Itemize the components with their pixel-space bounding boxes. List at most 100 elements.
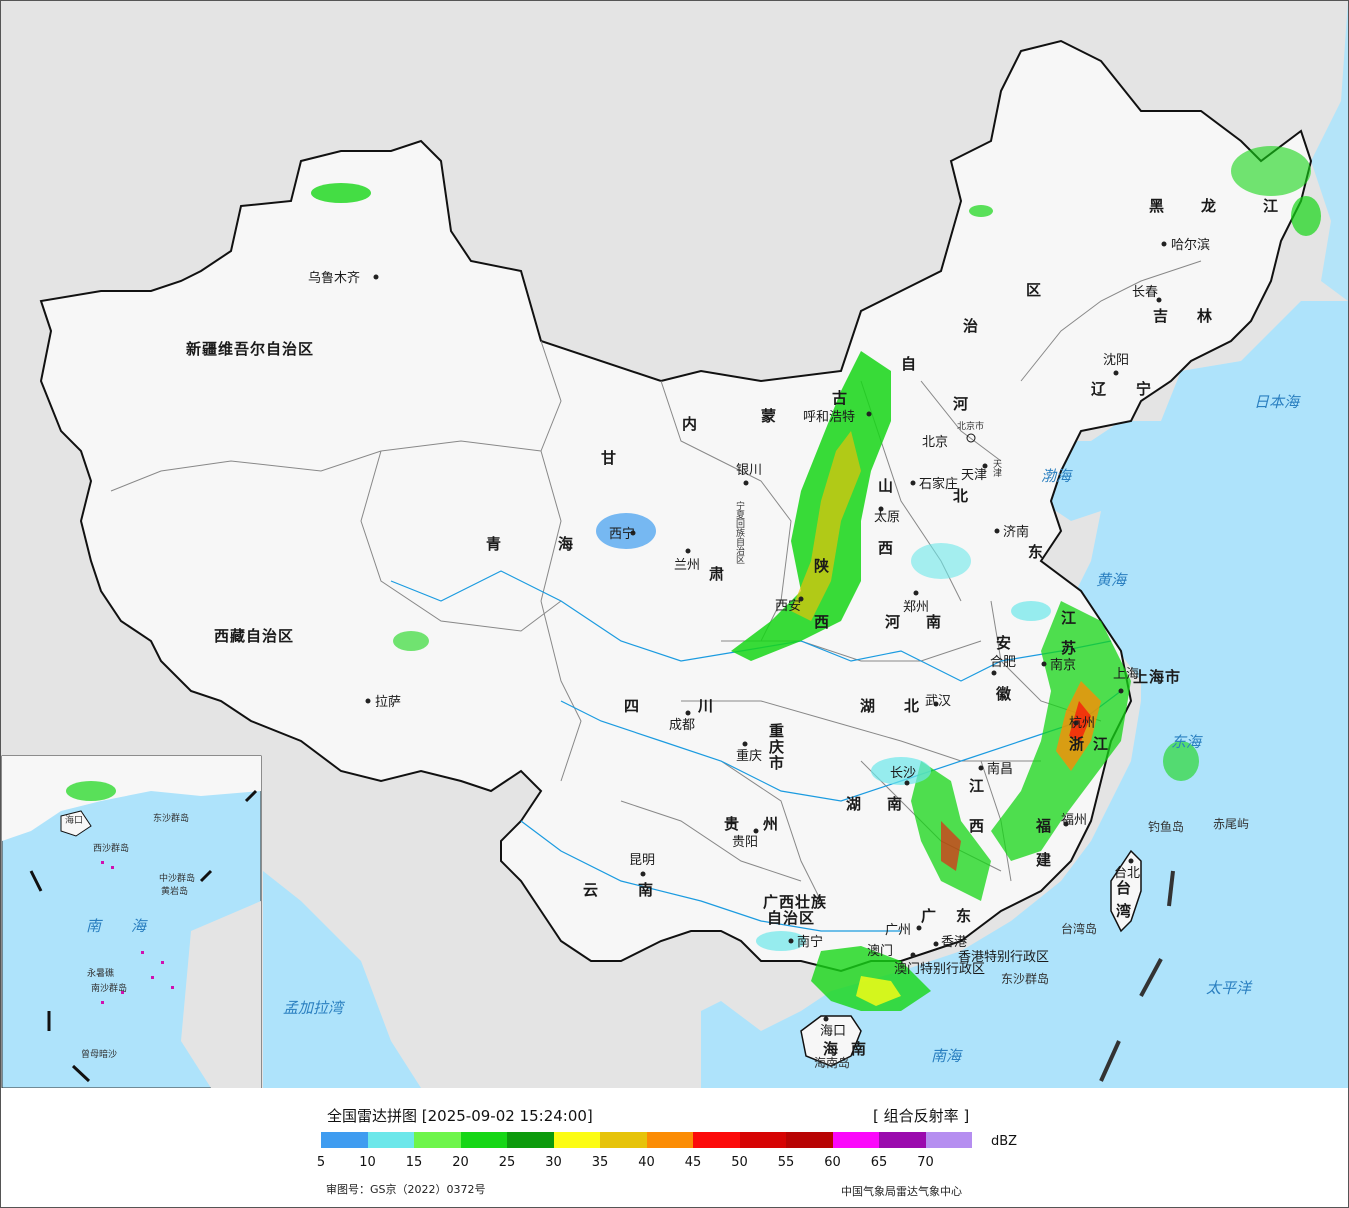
city-shijiazhuang: 石家庄: [919, 476, 958, 492]
label-zi: 自: [901, 355, 917, 373]
echo-band-north: [731, 351, 891, 661]
label-nei: 内: [682, 415, 698, 433]
city-tianjin: 天津: [961, 468, 987, 483]
echo-inner-mongolia-ne: [969, 205, 993, 217]
color-scale-bar: [321, 1132, 972, 1148]
color-scale-segment: [786, 1132, 833, 1148]
label-nan-hain: 南: [851, 1040, 867, 1058]
hainan-island: [800, 1015, 862, 1067]
inset-label-nansha: 南沙群岛: [91, 982, 127, 994]
echo-heilongjiang-east: [1291, 196, 1321, 236]
echo-xinjiang: [311, 183, 371, 203]
province-labels: 新疆维吾尔自治区 西藏自治区 青 海 甘 肃 内 蒙 古 自 治 区 黑 龙 江…: [186, 197, 1279, 1058]
city-dot: [630, 530, 636, 536]
city-macao: 澳门: [867, 943, 893, 959]
city-wuhan: 武汉: [925, 694, 951, 709]
sea-label-pacific: 太平洋: [1206, 979, 1253, 997]
label-si: 四: [624, 697, 640, 715]
label-he-hb: 河: [953, 395, 969, 413]
product-label: [ 组合反射率 ]: [873, 1107, 970, 1125]
label-su: 肃: [709, 565, 725, 583]
label-ji: 吉: [1153, 307, 1169, 325]
echo-anhui: [1011, 601, 1051, 621]
city-dot: [1113, 370, 1119, 376]
echo-hunan: [871, 757, 931, 785]
island-dongsha: 东沙群岛: [1001, 971, 1049, 986]
city-dot: [1128, 858, 1134, 864]
label-dong-gd: 东: [956, 907, 972, 925]
legend-panel: 全国雷达拼图 [2025-09-02 15:24:00] [ 组合反射率 ] 5…: [1, 1089, 1348, 1207]
label-bei-hub: 北: [904, 697, 920, 715]
echo-east-china-red: [1069, 701, 1091, 741]
credit-text: 中国气象局雷达气象中心: [841, 1185, 962, 1198]
label-hu-hn: 湖: [846, 795, 862, 813]
city-jinan: 济南: [1003, 524, 1029, 540]
color-scale-tick: 25: [498, 1155, 516, 1170]
label-he-hen: 河: [885, 613, 901, 631]
color-scale-tick: 5: [316, 1155, 326, 1170]
city-dot: [991, 670, 997, 676]
label-ning-ln: 宁: [1136, 380, 1152, 398]
color-scale-tick: 65: [870, 1155, 888, 1170]
color-scale-segment: [367, 1132, 414, 1148]
city-kunming: 昆明: [629, 853, 655, 868]
label-gan: 甘: [601, 449, 617, 467]
city-harbin: 哈尔滨: [1171, 237, 1210, 253]
south-china-sea-inset: 南 海 南沙群岛 中沙群岛 黄岩岛 西沙群岛 东沙群岛 曾母暗沙 永暑礁 海口: [1, 755, 262, 1088]
sea-labels: 日本海 渤海 黄海 东海 南海 太平洋 孟加拉湾: [283, 393, 1301, 1065]
city-xining: 西宁: [609, 526, 635, 542]
city-chengdu: 成都: [669, 718, 695, 733]
sea-label-south: 南海: [931, 1047, 963, 1065]
label-jiang-js: 江: [1061, 609, 1077, 627]
color-scale-tick: 50: [731, 1155, 748, 1170]
city-dot: [640, 871, 646, 877]
inset-coast: [2, 756, 261, 841]
echo-guangxi: [756, 931, 806, 951]
city-nanning: 南宁: [797, 934, 823, 950]
radar-echoes: [311, 146, 1321, 1011]
echo-heilongjiang: [1231, 146, 1311, 196]
inset-echo: [66, 781, 116, 801]
label-qing: 青: [486, 535, 502, 553]
label-lin: 林: [1197, 307, 1213, 325]
city-dot: [373, 274, 379, 280]
color-scale-ticks: 5 10 15 20 25 30 35 40 45 50 55 60 65 70: [1, 1155, 1001, 1173]
sea-label-bohai: 渤海: [1041, 467, 1073, 485]
color-scale-tick: 55: [777, 1155, 795, 1170]
label-hu-hb: 湖: [860, 697, 876, 715]
city-lhasa: 拉萨: [375, 695, 401, 710]
label-chuan: 川: [697, 697, 714, 715]
label-liao: 辽: [1091, 380, 1107, 398]
city-dot: [933, 701, 939, 707]
city-changchun: 长春: [1132, 285, 1158, 300]
city-dot: [798, 596, 804, 602]
color-scale-segment: [321, 1132, 368, 1148]
sea-east: [701, 301, 1348, 1088]
city-beijing: 北京: [922, 435, 948, 450]
label-guangxi-1: 广西壮族: [763, 893, 827, 911]
inset-label-hai: 海: [131, 917, 148, 935]
echo-band-north-core: [791, 431, 861, 621]
color-scale-segment: [646, 1132, 693, 1148]
label-guang: 广: [921, 907, 937, 925]
sea-japan: [1311, 1, 1348, 301]
approval-number: 审图号：GS京（2022）0372号: [326, 1183, 486, 1196]
city-dot: [685, 548, 691, 554]
label-xi-sx: 西: [878, 539, 894, 557]
color-scale-segment: [553, 1132, 600, 1148]
label-jiang-hlj: 江: [1263, 197, 1279, 215]
city-yinchuan: 银川: [736, 463, 762, 478]
color-scale-segment: [507, 1132, 554, 1148]
label-gu: 古: [832, 389, 848, 407]
label-zhi: 治: [963, 317, 979, 335]
label-meng: 蒙: [761, 407, 777, 425]
city-taiyuan: 太原: [874, 510, 900, 525]
color-scale-tick: 70: [917, 1155, 934, 1170]
label-tibet: 西藏自治区: [214, 627, 294, 645]
label-chongqing: 重庆市: [767, 722, 785, 771]
city-chongqing: 重庆: [736, 748, 762, 764]
label-long: 龙: [1200, 197, 1217, 215]
label-gui: 贵: [724, 815, 740, 833]
city-dot: [1063, 821, 1069, 827]
echo-tibet: [393, 631, 429, 651]
